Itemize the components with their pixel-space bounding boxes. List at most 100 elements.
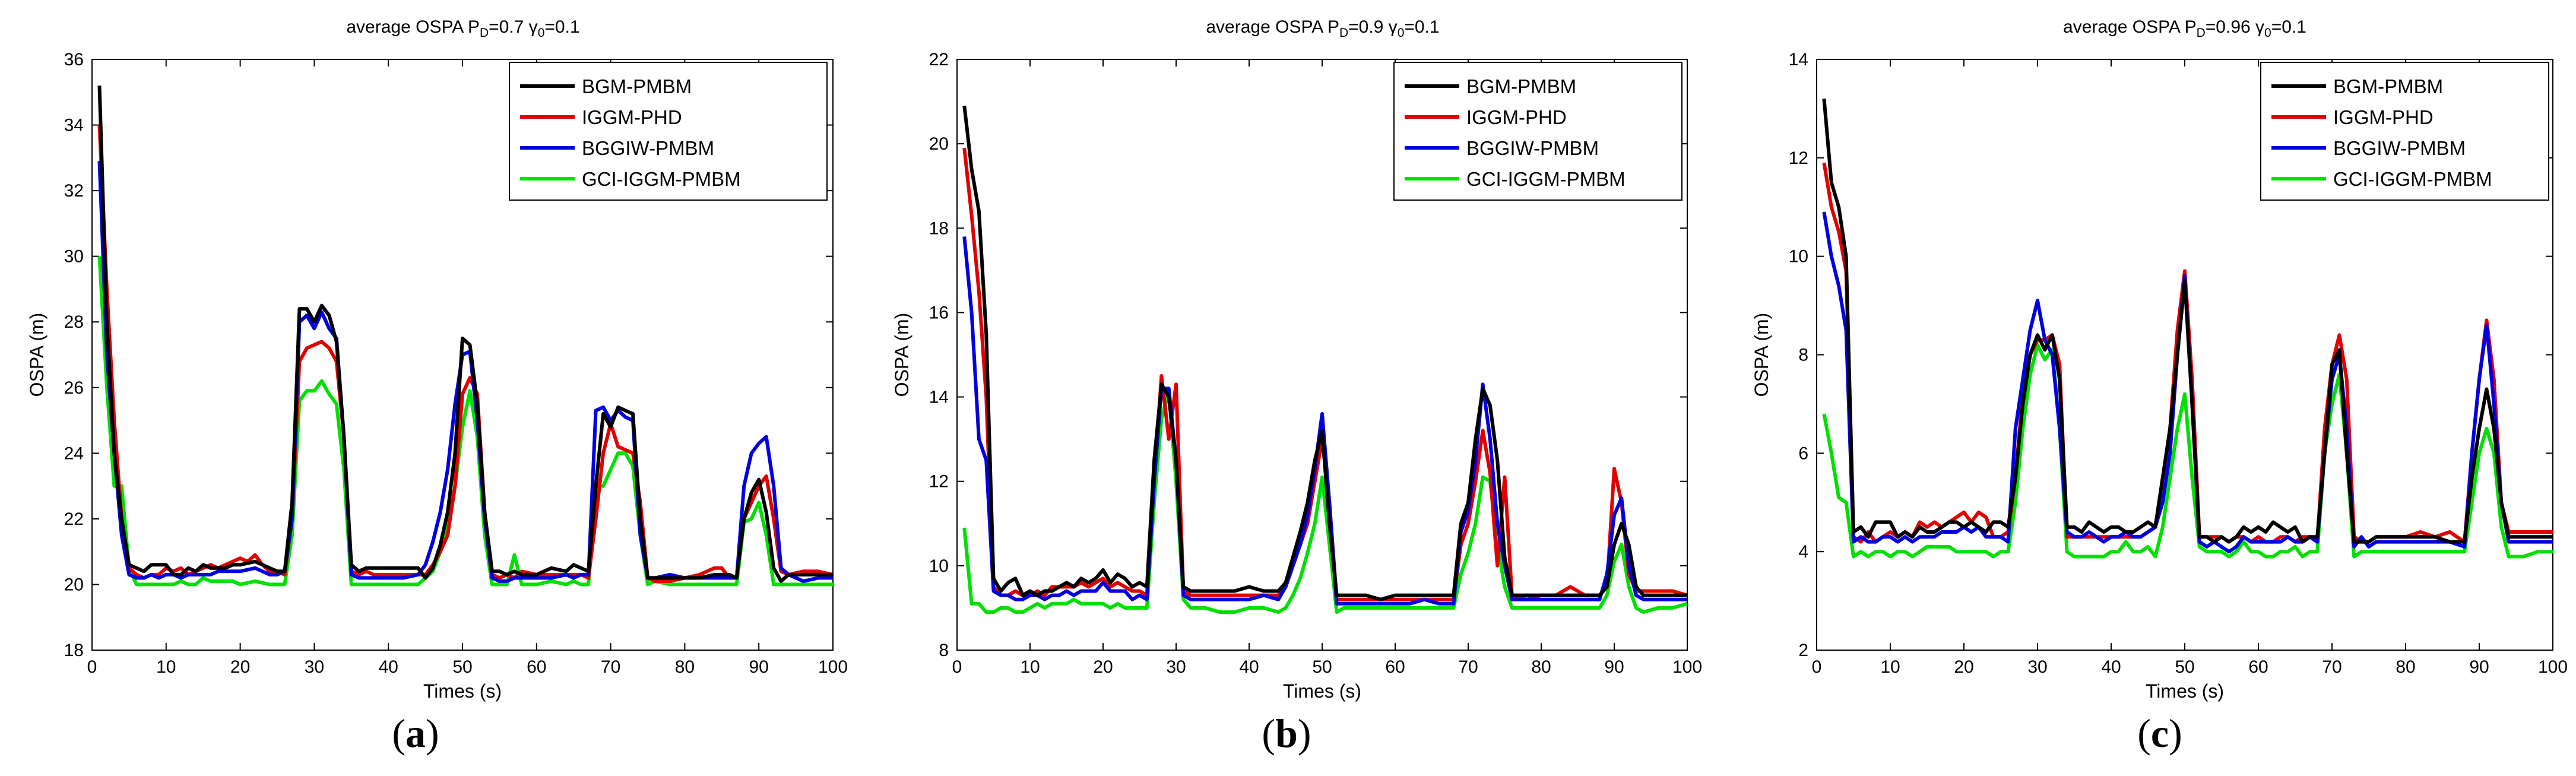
- y-tick-label: 2: [1798, 641, 1808, 660]
- legend-label: GCI-IGGM-PMBM: [1466, 168, 1626, 190]
- chart-title-part: 0: [2264, 26, 2271, 40]
- x-tick-label: 60: [2248, 657, 2268, 677]
- x-tick-label: 100: [818, 657, 848, 677]
- y-tick-label: 26: [64, 378, 84, 398]
- y-tick-label: 4: [1798, 542, 1808, 562]
- y-tick-label: 12: [1789, 148, 1808, 168]
- y-tick-label: 8: [1798, 346, 1808, 365]
- x-tick-label: 30: [1166, 657, 1186, 677]
- x-tick-label: 0: [87, 657, 97, 677]
- x-tick-label: 70: [1458, 657, 1478, 677]
- chart-title-part: =0.96 γ: [2206, 17, 2264, 37]
- chart-title: average OSPA PD=0.7 γ0=0.1: [346, 17, 579, 40]
- y-axis-label: OSPA (m): [891, 313, 912, 397]
- x-tick-label: 10: [1020, 657, 1040, 677]
- x-tick-label: 30: [2027, 657, 2047, 677]
- chart-title-part: D: [2197, 26, 2206, 40]
- y-tick-label: 28: [64, 312, 84, 332]
- legend-label: GCI-IGGM-PMBM: [2333, 168, 2492, 190]
- x-tick-label: 60: [1385, 657, 1405, 677]
- x-tick-label: 20: [230, 657, 250, 677]
- chart-title-part: average OSPA P: [2063, 17, 2197, 37]
- x-tick-label: 70: [2322, 657, 2341, 677]
- x-tick-label: 90: [749, 657, 769, 677]
- panel-label-paren: (: [392, 711, 405, 756]
- x-tick-label: 100: [2538, 657, 2568, 677]
- y-tick-label: 20: [929, 134, 949, 154]
- y-tick-label: 20: [64, 575, 84, 594]
- series-line-gci-iggm-pmbm: [962, 391, 1687, 614]
- panel-label-paren: ): [1298, 711, 1311, 756]
- x-tick-label: 90: [1604, 657, 1624, 677]
- y-axis-label: OSPA (m): [1751, 313, 1772, 397]
- legend-label: BGGIW-PMBM: [582, 137, 714, 159]
- chart-title-part: =0.1: [544, 17, 579, 37]
- panel-label-paren: ): [426, 711, 439, 756]
- x-tick-label: 100: [1672, 657, 1702, 677]
- panel-label-letter: a: [405, 711, 426, 756]
- series-line-gci-iggm-pmbm: [1822, 343, 2553, 559]
- y-tick-label: 12: [929, 472, 949, 492]
- x-tick-label: 70: [601, 657, 620, 677]
- legend-label: BGGIW-PMBM: [1466, 137, 1599, 159]
- x-tick-label: 50: [2175, 657, 2194, 677]
- series-line-bgm-pmbm: [962, 105, 1687, 601]
- chart-title-part: =0.9 γ: [1348, 17, 1398, 37]
- chart-title-part: 0: [538, 26, 545, 40]
- legend-label: IGGM-PHD: [582, 106, 682, 128]
- legend-label: BGM-PMBM: [1466, 75, 1576, 97]
- x-tick-label: 50: [452, 657, 472, 677]
- x-tick-label: 50: [1312, 657, 1332, 677]
- x-tick-label: 90: [2469, 657, 2489, 677]
- y-tick-label: 36: [64, 50, 84, 69]
- chart-panel-a: 0 10 20 30 40 50 60 70 80 90 100 18 20 22 24 26 28 30 32 34…: [26, 17, 848, 756]
- chart-title-part: average OSPA P: [346, 17, 480, 37]
- y-tick-label: 22: [64, 509, 84, 529]
- x-tick-label: 20: [1093, 657, 1113, 677]
- chart-title-part: =0.1: [2271, 17, 2306, 37]
- legend-label: IGGM-PHD: [2333, 106, 2434, 128]
- panel-label: (a): [392, 711, 439, 756]
- x-tick-label: 0: [952, 657, 962, 677]
- chart-title-part: D: [480, 26, 489, 40]
- chart-title: average OSPA PD=0.96 γ0=0.1: [2063, 17, 2306, 40]
- x-axis-label: Times (s): [423, 680, 502, 702]
- x-tick-label: 80: [675, 657, 695, 677]
- x-axis-label: Times (s): [1283, 680, 1361, 702]
- legend-label: IGGM-PHD: [1466, 106, 1567, 128]
- y-tick-label: 30: [64, 247, 84, 267]
- y-tick-label: 18: [929, 218, 949, 238]
- x-tick-label: 40: [1239, 657, 1259, 677]
- y-tick-label: 32: [64, 181, 84, 201]
- legend: BGM-PMBM IGGM-PHD BGGIW-PMBM GCI-IGGM-PMBM: [2260, 62, 2549, 201]
- x-tick-label: 60: [527, 657, 546, 677]
- panel-label: (b): [1262, 711, 1311, 756]
- series-line-bgm-pmbm: [1822, 99, 2553, 544]
- x-tick-label: 80: [2396, 657, 2415, 677]
- panel-label-letter: c: [2151, 711, 2169, 756]
- y-tick-label: 6: [1798, 444, 1808, 463]
- chart-panel-c: 0 10 20 30 40 50 60 70 80 90 100 2 4 6 8 10 12 14 Times (s…: [1751, 17, 2568, 756]
- y-tick-label: 10: [1789, 247, 1808, 267]
- legend-label: BGM-PMBM: [582, 75, 692, 97]
- y-tick-label: 24: [64, 444, 84, 463]
- y-tick-label: 22: [929, 50, 949, 69]
- chart-title: average OSPA PD=0.9 γ0=0.1: [1206, 17, 1439, 40]
- y-tick-label: 14: [929, 388, 949, 407]
- panel-label-paren: (: [2137, 711, 2151, 756]
- series-line-bgm-pmbm: [97, 85, 833, 583]
- legend: BGM-PMBM IGGM-PHD BGGIW-PMBM GCI-IGGM-PMBM: [1393, 62, 1683, 201]
- x-tick-label: 80: [1531, 657, 1551, 677]
- legend-label: BGGIW-PMBM: [2333, 137, 2466, 159]
- x-tick-label: 10: [1880, 657, 1900, 677]
- x-tick-label: 40: [379, 657, 398, 677]
- chart-title-part: average OSPA P: [1206, 17, 1339, 37]
- y-tick-label: 18: [64, 641, 84, 660]
- x-axis-label: Times (s): [2146, 680, 2224, 702]
- chart-title-part: =0.1: [1404, 17, 1439, 37]
- chart-title-part: 0: [1398, 26, 1405, 40]
- chart-panel-b: 0 10 20 30 40 50 60 70 80 90 100 8 10 12 14 16 18 20 22 Tim…: [891, 17, 1702, 756]
- x-tick-label: 30: [305, 657, 324, 677]
- x-tick-label: 10: [156, 657, 176, 677]
